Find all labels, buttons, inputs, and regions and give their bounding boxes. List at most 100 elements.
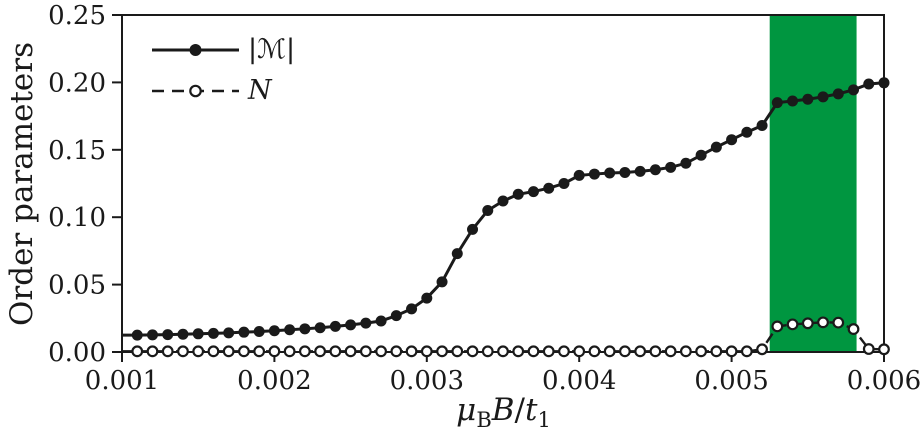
data-point-magnetization <box>573 169 585 181</box>
y-tick-label: 0.10 <box>48 203 106 233</box>
legend-label-magnetization: |ℳ| <box>248 34 296 65</box>
data-point-neel <box>634 345 647 358</box>
data-point-neel <box>497 345 509 358</box>
data-point-magnetization <box>756 120 768 132</box>
data-point-magnetization <box>665 161 677 173</box>
data-point-magnetization <box>695 149 707 161</box>
x-label-hopping: t <box>524 392 538 428</box>
x-tick-label: 0.002 <box>237 366 311 396</box>
data-point-magnetization <box>299 323 311 335</box>
y-tick-label: 0.15 <box>48 136 106 166</box>
highlight-band <box>769 15 857 352</box>
data-point-magnetization <box>588 168 600 180</box>
data-point-magnetization <box>832 88 844 100</box>
data-point-neel <box>298 345 311 358</box>
data-point-neel <box>359 345 372 358</box>
data-point-neel <box>436 345 448 358</box>
data-point-neel <box>222 345 235 358</box>
x-axis-label: μBB/t1 <box>86 392 921 431</box>
data-point-magnetization <box>848 84 860 96</box>
data-point-magnetization <box>771 97 783 109</box>
data-point-neel <box>527 345 540 358</box>
data-point-neel <box>253 345 266 358</box>
data-point-neel <box>238 345 250 358</box>
data-point-magnetization <box>421 292 433 304</box>
data-point-neel <box>558 345 570 358</box>
data-point-neel <box>542 345 555 358</box>
data-point-neel <box>131 345 144 358</box>
data-point-magnetization <box>329 320 341 332</box>
legend-marker-open-circle <box>189 84 202 98</box>
data-point-magnetization <box>390 310 402 322</box>
data-point-magnetization <box>284 324 296 336</box>
data-point-magnetization <box>406 303 418 315</box>
x-tick-label: 0.006 <box>847 366 921 396</box>
x-tick-label: 0.001 <box>85 366 159 396</box>
data-point-magnetization <box>680 157 692 169</box>
data-point-magnetization <box>497 195 509 207</box>
data-point-neel <box>817 316 829 329</box>
data-point-neel <box>801 317 814 330</box>
data-point-neel <box>771 320 784 333</box>
data-point-neel <box>588 345 601 358</box>
data-point-neel <box>512 345 525 358</box>
data-point-magnetization <box>604 167 616 179</box>
data-point-magnetization <box>268 325 280 337</box>
x-label-hopping-subscript: 1 <box>537 408 551 433</box>
x-label-slash: / <box>514 392 525 428</box>
data-point-neel <box>314 345 327 358</box>
y-tick-label: 0.20 <box>48 68 106 98</box>
data-point-neel <box>146 345 159 358</box>
y-axis-label: Order parameters <box>4 42 40 326</box>
data-point-neel <box>405 345 418 358</box>
data-point-neel <box>451 345 464 358</box>
data-point-neel <box>390 345 403 358</box>
data-point-neel <box>192 345 205 358</box>
x-tick-label: 0.003 <box>390 366 464 396</box>
data-point-neel <box>573 345 586 358</box>
data-point-magnetization <box>360 317 372 329</box>
data-point-magnetization <box>451 248 463 260</box>
data-point-magnetization <box>802 93 814 105</box>
data-point-magnetization <box>878 77 890 89</box>
data-point-magnetization <box>375 315 387 327</box>
data-point-magnetization <box>467 223 479 235</box>
data-point-magnetization <box>726 134 738 146</box>
y-tick-label: 0.25 <box>48 1 106 31</box>
data-point-neel <box>161 345 174 358</box>
data-point-magnetization <box>345 319 357 331</box>
legend-marker-filled-circle <box>189 44 202 56</box>
x-label-mu-subscript: B <box>476 408 492 433</box>
data-point-magnetization <box>619 166 631 178</box>
data-point-magnetization <box>146 329 158 341</box>
y-tick-label: 0.05 <box>48 271 106 301</box>
data-point-magnetization <box>710 141 722 153</box>
data-point-magnetization <box>238 326 250 338</box>
data-point-magnetization <box>253 326 265 338</box>
data-point-magnetization <box>512 188 524 200</box>
data-point-magnetization <box>558 178 570 189</box>
data-point-neel <box>603 345 616 358</box>
data-point-neel <box>329 345 342 358</box>
data-point-magnetization <box>527 186 539 198</box>
data-point-neel <box>740 345 753 358</box>
data-point-magnetization <box>436 276 448 288</box>
x-tick-label: 0.005 <box>694 366 768 396</box>
data-point-neel <box>619 345 631 358</box>
data-point-neel <box>177 345 189 358</box>
data-point-neel <box>862 343 875 355</box>
data-point-neel <box>207 345 220 358</box>
data-point-neel <box>725 345 738 358</box>
data-point-neel <box>679 345 692 358</box>
data-point-magnetization <box>817 91 829 103</box>
data-point-neel <box>695 345 708 358</box>
data-point-neel <box>420 345 433 358</box>
x-label-field: B <box>491 392 515 428</box>
data-point-magnetization <box>543 182 555 194</box>
data-point-neel <box>649 345 662 358</box>
data-point-magnetization <box>482 204 494 216</box>
data-point-magnetization <box>649 164 661 176</box>
data-point-neel <box>832 316 845 329</box>
data-point-magnetization <box>207 327 219 339</box>
